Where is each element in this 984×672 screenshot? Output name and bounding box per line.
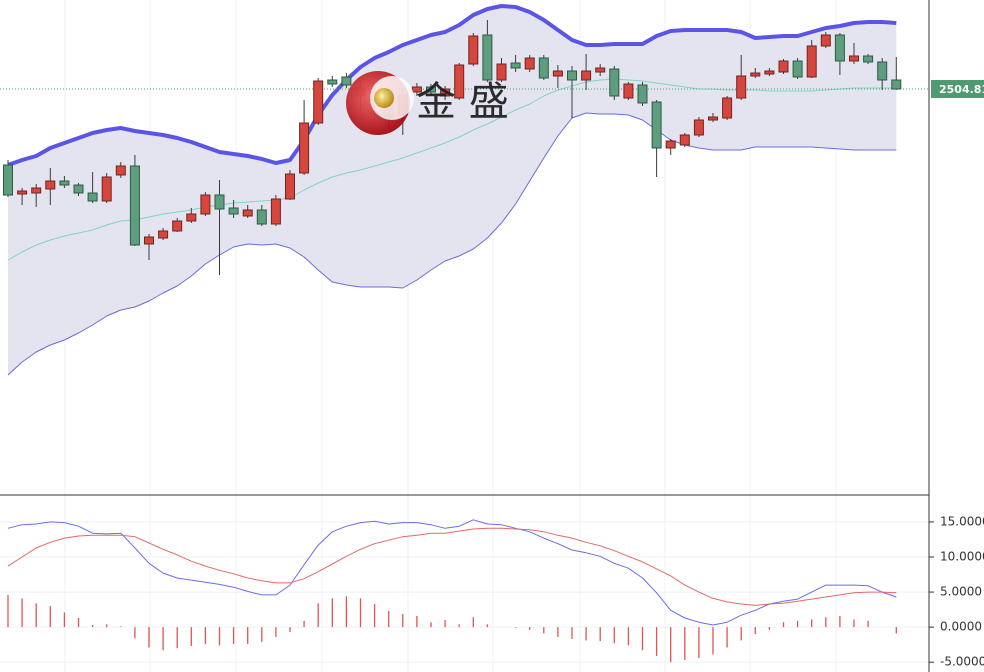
candle-body-up: [736, 75, 747, 99]
candle-body-up: [764, 70, 775, 75]
candle-body-up: [849, 55, 859, 62]
upper-band: [7, 4, 897, 167]
candle-body-down: [651, 101, 662, 149]
candle-body-down: [341, 76, 352, 86]
watermark-logo: 金 盛: [346, 71, 509, 135]
candle-body-up: [623, 83, 634, 99]
candle-body-down: [510, 62, 521, 69]
candle-body-up: [468, 35, 479, 65]
candle-body-up: [440, 88, 451, 97]
candle-body-up: [708, 116, 718, 121]
candle-body-up: [45, 180, 56, 190]
dea-line: [7, 527, 897, 606]
y-tick-label: 10.0000: [940, 550, 984, 564]
candle-body-down: [863, 55, 874, 63]
candle-body-up: [778, 60, 789, 73]
candle-body-down: [834, 34, 845, 62]
candle-body-up: [101, 176, 112, 202]
candle-body-down: [426, 86, 436, 93]
candle-body-up: [665, 140, 676, 149]
candle-body-up: [242, 209, 253, 217]
candle-body-up: [679, 134, 690, 146]
candle-body-up: [158, 230, 169, 239]
candle-body-down: [256, 209, 267, 225]
candle-body-up: [186, 213, 197, 222]
price-panel: [0, 4, 929, 376]
candle-body-up: [299, 122, 310, 174]
candle-body-up: [31, 187, 42, 194]
candle-body-down: [327, 79, 338, 85]
candle-body-up: [270, 198, 281, 225]
candle-body-down: [482, 34, 493, 81]
candle-body-up: [820, 34, 831, 47]
macd-panel: [0, 519, 929, 663]
candle-body-down: [637, 84, 648, 104]
candle-body-down: [567, 70, 577, 81]
last-price-label: 2504.81: [939, 83, 984, 96]
candle-body-up: [806, 45, 817, 78]
candle-body-up: [693, 119, 704, 136]
y-tick-label: 5.0000: [940, 585, 982, 599]
candle-body-down: [87, 192, 98, 202]
candle-body-down: [538, 57, 549, 79]
candle-body-up: [722, 97, 733, 119]
candle-body-down: [214, 194, 225, 210]
y-tick-label: -5.0000: [940, 655, 984, 669]
candle-body-up: [313, 80, 324, 124]
band-fill: [8, 6, 897, 375]
lower-band: [7, 112, 897, 376]
candle-body-down: [609, 68, 620, 97]
candle-body-up: [552, 70, 563, 77]
candle-body-up: [411, 86, 422, 93]
candle-body-down: [877, 61, 888, 81]
watermark-text: 金 盛: [416, 79, 509, 125]
candle-body-down: [891, 79, 902, 90]
candle-body-up: [524, 57, 535, 70]
candle-body-up: [115, 165, 126, 176]
candle-body-up: [454, 64, 465, 99]
y-tick-label: 15.0000: [940, 514, 984, 528]
candle-body-up: [200, 194, 211, 215]
candle-body-down: [228, 207, 239, 215]
last-price-box: [931, 79, 984, 98]
candle-body-up: [595, 67, 606, 73]
candle-body-down: [3, 164, 13, 196]
dif-line: [7, 519, 897, 626]
candle-body-up: [750, 72, 761, 77]
candle-body-down: [792, 60, 803, 78]
candle-body-up: [581, 70, 592, 81]
candle-body-up: [496, 63, 507, 81]
y-tick-label: 0.0000: [940, 620, 982, 634]
candle-body-down: [59, 180, 70, 186]
middle-band: [7, 78, 897, 261]
candle-body-up: [144, 236, 154, 245]
candle-body-down: [129, 165, 140, 246]
candle-body-up: [285, 173, 295, 200]
candle-body-up: [17, 190, 28, 195]
candle-body-up: [172, 220, 183, 232]
candle-body-down: [73, 184, 84, 194]
price-axis: 2504.81 15.0000 10.0000 5.0000 0.0000 -5.0000: [929, 79, 984, 669]
